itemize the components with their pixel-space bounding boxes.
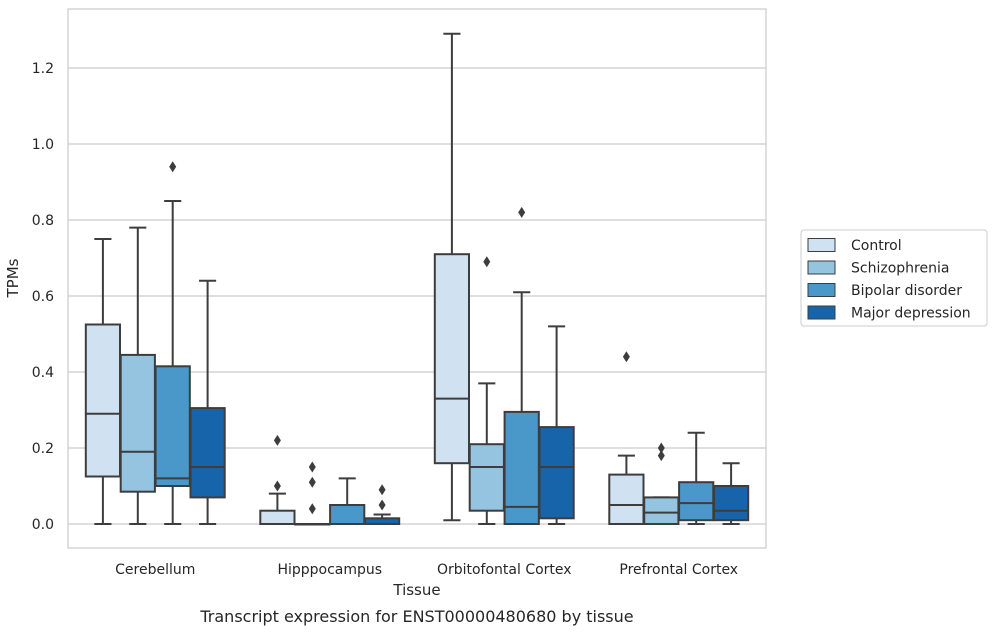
- plot-frame: [67, 8, 767, 549]
- box-2-0: [433, 32, 471, 522]
- box-1-3: [363, 484, 401, 525]
- y-tick-label: 0.2: [32, 441, 54, 457]
- x-tick-label: Prefrontal Cortex: [619, 562, 738, 578]
- legend-swatch: [807, 283, 836, 297]
- box-iqr: [259, 509, 296, 526]
- outlier-point: [308, 503, 316, 515]
- legend-frame: [800, 229, 988, 327]
- legend-label: Bipolar disorder: [851, 283, 962, 299]
- y-tick-label: 1.0: [32, 137, 54, 153]
- box-iqr: [503, 410, 540, 525]
- y-tick-label: 0.4: [32, 365, 54, 381]
- outlier-point: [273, 434, 281, 446]
- box-1-0: [259, 434, 296, 526]
- outlier-point: [518, 206, 526, 218]
- outlier-point: [657, 442, 665, 454]
- x-tick-label: Orbitofontal Cortex: [437, 562, 572, 578]
- y-tick-label: 0.8: [32, 213, 54, 229]
- box-2-3: [538, 325, 575, 525]
- chart-caption: Transcript expression for ENST0000048068…: [199, 607, 633, 626]
- box-iqr: [468, 443, 505, 512]
- legend-label: Schizophrenia: [851, 261, 949, 277]
- box-3-3: [712, 462, 750, 525]
- y-tick-label: 0.6: [32, 289, 54, 305]
- box-iqr: [433, 253, 471, 465]
- box-0-2: [154, 161, 191, 525]
- box-3-0: [608, 351, 645, 526]
- outlier-point: [483, 256, 491, 268]
- outlier-point: [657, 450, 665, 462]
- box-2-1: [468, 256, 505, 525]
- legend-swatch: [807, 260, 836, 275]
- x-axis-label: Tissue: [392, 581, 440, 599]
- y-tick-label: 1.2: [32, 61, 54, 77]
- y-axis-label: TPMs: [4, 258, 22, 298]
- y-tick-labels: 0.0 0.2 0.4 0.6 0.8 1.0 1.2: [32, 61, 54, 533]
- outlier-point: [622, 351, 630, 363]
- outlier-point: [308, 461, 316, 473]
- legend-swatch: [807, 305, 836, 320]
- box-iqr: [712, 485, 750, 522]
- box-iqr: [608, 473, 645, 526]
- box-0-1: [119, 226, 156, 525]
- legend-swatch: [807, 238, 836, 252]
- outlier-point: [273, 480, 281, 492]
- outlier-point: [378, 484, 386, 496]
- outlier-point: [308, 476, 316, 488]
- outlier-point: [378, 499, 386, 511]
- x-tick-label: Hipppocampus: [277, 562, 382, 578]
- box-iqr: [643, 496, 680, 525]
- box-3-2: [678, 431, 715, 525]
- box-iqr: [119, 353, 156, 493]
- box-0-3: [189, 279, 226, 525]
- box-1-2: [329, 477, 366, 525]
- legend-label: Major depression: [851, 306, 971, 322]
- box-plots: [84, 32, 750, 526]
- legend: Control Schizophrenia Bipolar disorder Majo…: [800, 229, 988, 327]
- plot-border: [67, 8, 767, 549]
- box-iqr: [538, 426, 575, 520]
- box-iqr: [329, 504, 366, 525]
- x-tick-labels: Cerebellum Hipppocampus Orbitofontal Corte…: [115, 562, 738, 578]
- box-iqr: [84, 323, 122, 478]
- box-iqr: [189, 407, 226, 499]
- outlier-point: [169, 161, 177, 173]
- box-iqr: [154, 365, 191, 487]
- box-1-1: [294, 461, 331, 526]
- box-2-2: [503, 206, 540, 525]
- legend-label: Control: [851, 238, 902, 254]
- x-tick-label: Cerebellum: [115, 562, 195, 578]
- y-tick-label: 0.0: [32, 517, 54, 533]
- box-iqr: [678, 481, 715, 522]
